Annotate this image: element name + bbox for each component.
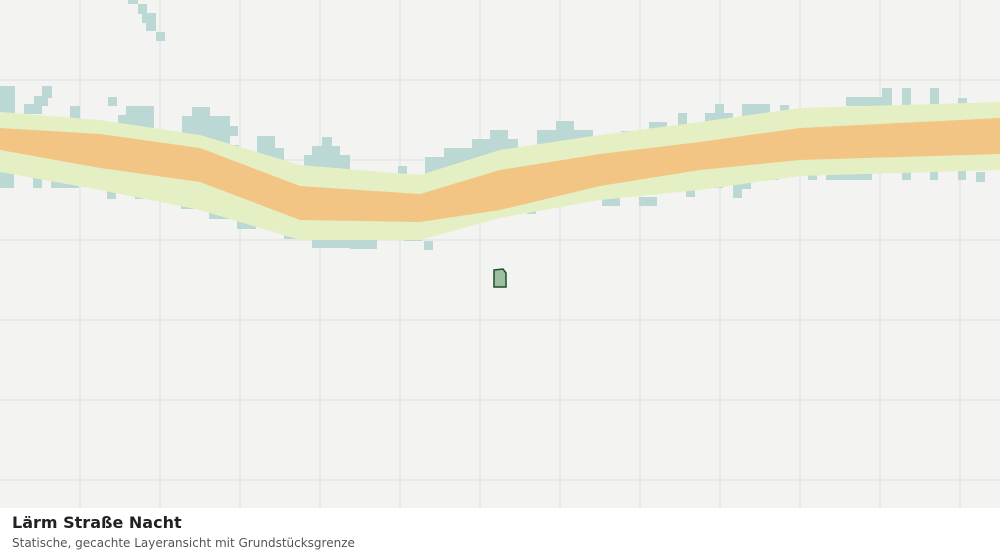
layer-subtitle: Statische, gecachte Layeransicht mit Gru…	[12, 536, 355, 550]
parcel-boundary	[493, 268, 507, 288]
layer-title: Lärm Straße Nacht	[12, 513, 182, 532]
noise-zone-high	[0, 118, 1000, 222]
map-background	[0, 0, 1000, 508]
map-canvas	[0, 0, 1000, 508]
